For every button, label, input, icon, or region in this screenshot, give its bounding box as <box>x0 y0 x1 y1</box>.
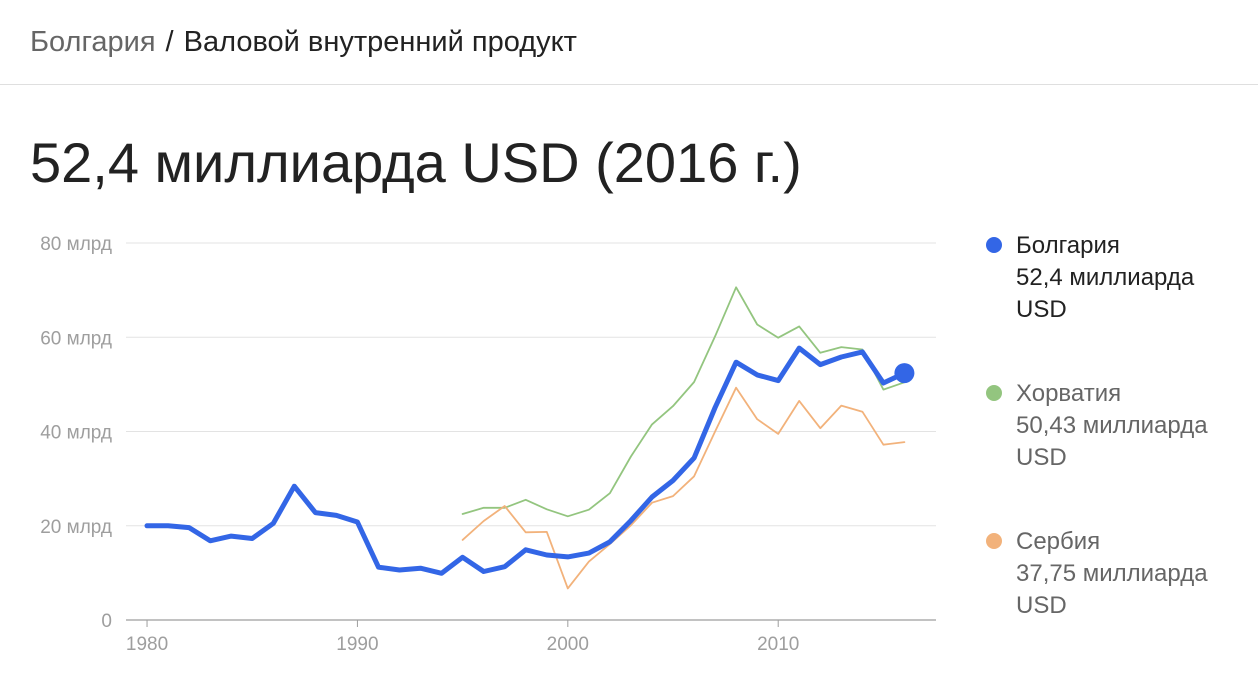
header-divider <box>0 84 1258 85</box>
legend-value-croatia: 50,43 миллиарда USD <box>1016 412 1208 471</box>
y-tick-label: 80 млрд <box>40 234 112 255</box>
breadcrumb-separator: / <box>165 26 174 58</box>
y-tick-label: 60 млрд <box>40 328 112 349</box>
current-value-marker[interactable] <box>894 363 915 384</box>
breadcrumb-current: Валовой внутренний продукт <box>183 26 577 58</box>
x-tick-label: 2000 <box>547 634 589 655</box>
chart-axes: 0 20 млрд 40 млрд 60 млрд 80 млрд 1980 1990 200… <box>40 234 799 655</box>
y-tick-label: 20 млрд <box>40 517 112 538</box>
legend-marker-croatia <box>986 385 1002 401</box>
legend-label-croatia: Хорватия <box>1016 380 1122 407</box>
legend-label-serbia: Сербия <box>1016 528 1101 555</box>
series-line-bulgaria <box>144 345 907 576</box>
x-tick-label: 2010 <box>757 634 799 655</box>
legend-marker-serbia <box>986 533 1002 549</box>
breadcrumb-link-country[interactable]: Болгария <box>30 26 156 58</box>
series-line-serbia <box>461 386 906 590</box>
legend-marker-bulgaria <box>986 237 1002 253</box>
breadcrumb: Болгария / Валовой внутренний продукт <box>30 22 577 62</box>
legend-value-bulgaria: 52,4 миллиарда USD <box>1016 264 1195 323</box>
y-tick-label: 0 <box>101 611 112 632</box>
y-tick-label: 40 млрд <box>40 423 112 444</box>
x-tick-label: 1990 <box>336 634 378 655</box>
chart-grid <box>126 242 936 621</box>
x-tick-label: 1980 <box>126 634 168 655</box>
headline-value: 52,4 миллиарда USD (2016 г.) <box>30 131 802 194</box>
legend-label-bulgaria: Болгария <box>1016 232 1120 259</box>
series-line-croatia <box>461 286 906 518</box>
chart-series <box>144 286 915 590</box>
legend-value-serbia: 37,75 миллиарда USD <box>1016 560 1208 619</box>
